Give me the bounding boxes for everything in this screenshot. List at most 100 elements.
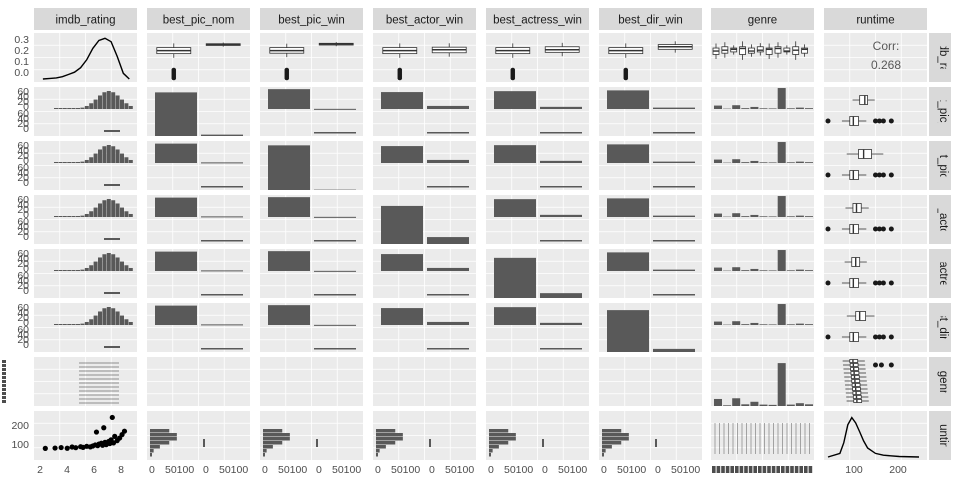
genre-bar xyxy=(750,322,759,325)
y-tick-label: 0.1 xyxy=(14,56,29,68)
y-tick-label: 0.0 xyxy=(14,67,29,79)
strip-label-best_actor_win: best_actor_win xyxy=(386,15,463,27)
panel-best_actress_win-vs-imdb_rating xyxy=(34,249,137,298)
outlier-point xyxy=(825,118,831,124)
hist-bar xyxy=(58,162,63,163)
scatter-point xyxy=(73,445,79,451)
hist-bar-h xyxy=(376,445,386,449)
outlier-point xyxy=(888,334,894,340)
strip-imdb_rating xyxy=(34,8,137,30)
genre-bar xyxy=(732,159,741,163)
genre-x-tick-mark xyxy=(804,466,808,473)
bar-yes xyxy=(314,108,356,110)
bar-yes-lower xyxy=(540,348,582,350)
outlier-point xyxy=(825,280,831,286)
bar-yes-lower xyxy=(314,132,356,134)
hist-bar xyxy=(58,270,63,271)
panel-best_actor_win-vs-best_pic_win xyxy=(260,195,363,244)
hist-bar xyxy=(115,149,120,163)
panel-best_dir_win-vs-imdb_rating xyxy=(34,303,137,352)
genre-tick-mark xyxy=(2,400,6,403)
genre-runtime-box-box xyxy=(849,359,859,363)
genre-x-tick-mark xyxy=(730,466,734,473)
panel-best_actor_win-vs-imdb_rating xyxy=(34,195,137,244)
row-strip-label-best_pic_win: best_pic_win xyxy=(937,136,949,202)
panel-best_pic_win-vs-runtime xyxy=(824,141,927,190)
runtime-box-yes-box xyxy=(855,311,867,321)
hist-bar-h xyxy=(263,429,283,433)
genre-x-tick-mark xyxy=(790,466,794,473)
hist-bar-h xyxy=(489,449,493,453)
x-tick-label: 50100 xyxy=(391,464,420,476)
bar-no xyxy=(268,145,310,190)
outlier-point xyxy=(873,172,878,178)
bar-no xyxy=(381,205,423,244)
row-strip-best_dir_win xyxy=(929,303,951,352)
hist-bar xyxy=(115,203,120,217)
hist-bar-h xyxy=(376,441,396,445)
hist-bar xyxy=(106,145,111,163)
bar-yes xyxy=(653,161,695,163)
bar-yes xyxy=(427,159,469,163)
bar-yes xyxy=(540,214,582,217)
genre-x-tick-mark xyxy=(725,466,730,473)
hist-bar xyxy=(76,162,80,163)
genre-box-box xyxy=(756,46,764,53)
hist-bar xyxy=(71,324,76,325)
scatter-point xyxy=(52,445,58,451)
x-tick-label: 50100 xyxy=(165,464,194,476)
hist-bar-h xyxy=(150,441,170,445)
panel-best_pic_win-vs-imdb_rating xyxy=(34,141,137,190)
bar-yes xyxy=(540,322,582,325)
hist-bar-h xyxy=(542,439,544,447)
hist-bar-h xyxy=(150,445,160,449)
bar-yes xyxy=(540,106,582,109)
bar-no xyxy=(155,197,197,217)
genre-bar xyxy=(786,216,795,217)
hist-bar xyxy=(71,270,76,271)
genre-x-tick-mark xyxy=(735,466,739,473)
hist-bar xyxy=(89,157,94,163)
genre-bar xyxy=(805,270,813,271)
genre-box-box xyxy=(774,46,782,54)
genre-box-box xyxy=(801,47,808,54)
hist-bar xyxy=(58,108,63,109)
panel-imdb_rating-vs-best_pic_win xyxy=(260,33,363,82)
genre-bar xyxy=(750,268,759,271)
genre-runtime-box-box xyxy=(849,363,859,367)
hist-bar xyxy=(106,253,111,271)
hist-bar xyxy=(80,215,85,217)
hist-bar xyxy=(93,315,98,325)
genre-bar xyxy=(795,107,804,109)
genre-bar xyxy=(795,269,804,271)
genre-bar xyxy=(750,106,759,109)
bar-no xyxy=(155,305,197,325)
bar-yes-lower xyxy=(427,132,469,134)
bar-yes xyxy=(653,269,695,271)
hist-bar-h xyxy=(376,433,403,437)
y-tick-label: 20 xyxy=(17,280,29,292)
x-tick-label: 0 xyxy=(655,464,661,476)
scatter-point xyxy=(93,429,100,435)
hist-bar xyxy=(84,159,89,163)
genre-x-tick-mark xyxy=(753,466,757,473)
x-tick-label: 4 xyxy=(64,464,70,476)
hist-bar xyxy=(98,95,102,109)
x-tick-label: 50100 xyxy=(332,464,361,476)
y-tick-label: 0 xyxy=(23,123,29,135)
hist-bar xyxy=(67,216,72,217)
hist-bar xyxy=(106,91,111,109)
bar-yes xyxy=(540,160,582,163)
bar-yes xyxy=(314,216,356,218)
genre-runtime-box-box xyxy=(850,367,859,371)
panel-imdb_rating-vs-runtime: Corr: 0.268 xyxy=(824,33,927,82)
panel-best_dir_win-vs-genre xyxy=(711,303,814,352)
genre-tick-mark xyxy=(2,372,6,375)
genre-bar xyxy=(732,267,741,271)
hist-bar xyxy=(120,99,124,109)
hist-bar xyxy=(76,270,80,271)
hist-bar xyxy=(71,162,76,163)
hist-bar-h xyxy=(263,449,267,453)
y-tick-label: 40 xyxy=(17,145,29,157)
